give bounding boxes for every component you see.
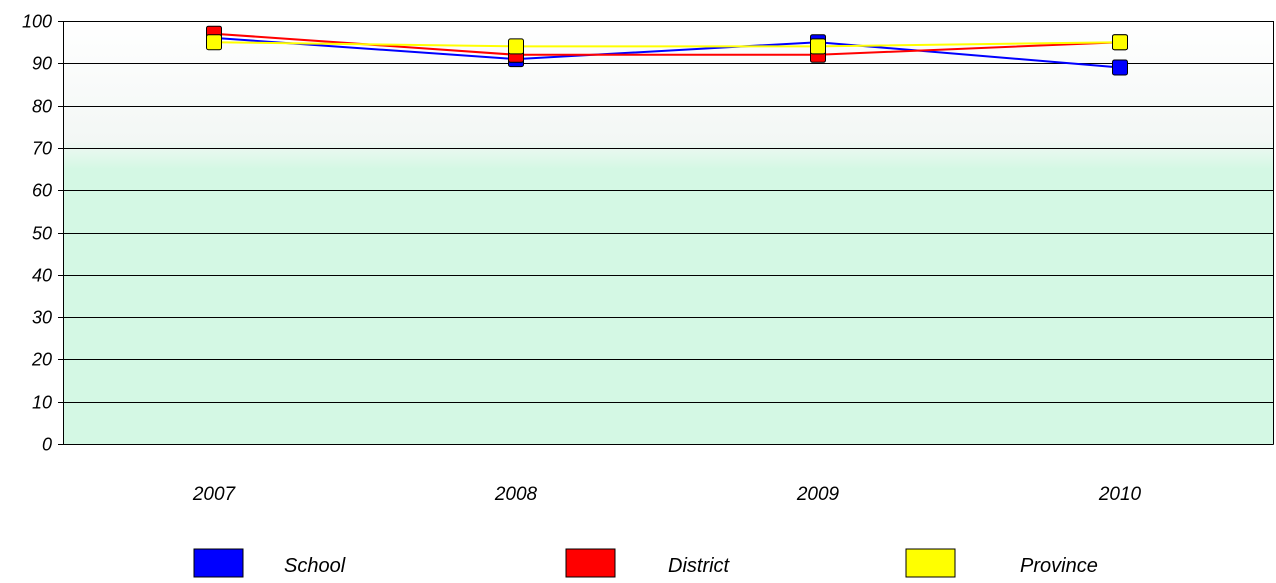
series-lines [213,32,1121,69]
plot-area-background [63,21,1273,444]
y-tick-label-40: 40 [32,266,52,286]
marker-province-2008 [508,38,524,55]
y-tick-label-20: 20 [31,350,52,370]
x-tick-label-2009: 2009 [796,484,840,505]
series-markers [206,25,1128,76]
x-tick-label-2010: 2010 [1098,484,1142,505]
marker-province-2009 [810,38,826,55]
y-tick-label-0: 0 [42,435,52,455]
axes [58,21,1274,445]
marker-province-2007 [206,34,222,51]
gridlines [63,21,1273,403]
legend-label-school: School [284,555,346,577]
x-tick-label-2007: 2007 [192,484,237,505]
y-tick-label-30: 30 [32,308,52,328]
y-tick-labels: 0 10 20 30 40 50 60 70 80 90 100 [22,12,52,455]
y-tick-label-10: 10 [32,393,52,413]
y-tick-label-60: 60 [32,181,52,201]
legend-label-district: District [668,555,731,577]
marker-school-2010 [1112,59,1128,76]
series-line-province [213,41,1121,48]
legend-swatch-district [565,548,616,578]
y-tick-label-70: 70 [32,139,52,159]
y-tick-label-80: 80 [32,97,52,117]
legend-label-province: Province [1020,555,1098,577]
series-line-school [213,36,1121,69]
legend-swatch-province [905,548,956,578]
legend-swatch-school [193,548,244,578]
legend: School District Province [193,548,1098,578]
x-tick-label-2008: 2008 [494,484,538,505]
y-tick-label-100: 100 [22,12,52,32]
marker-province-2010 [1112,34,1128,51]
x-tick-labels: 2007 2008 2009 2010 [192,484,1142,505]
y-tick-label-50: 50 [32,224,52,244]
y-tick-label-90: 90 [32,54,52,74]
